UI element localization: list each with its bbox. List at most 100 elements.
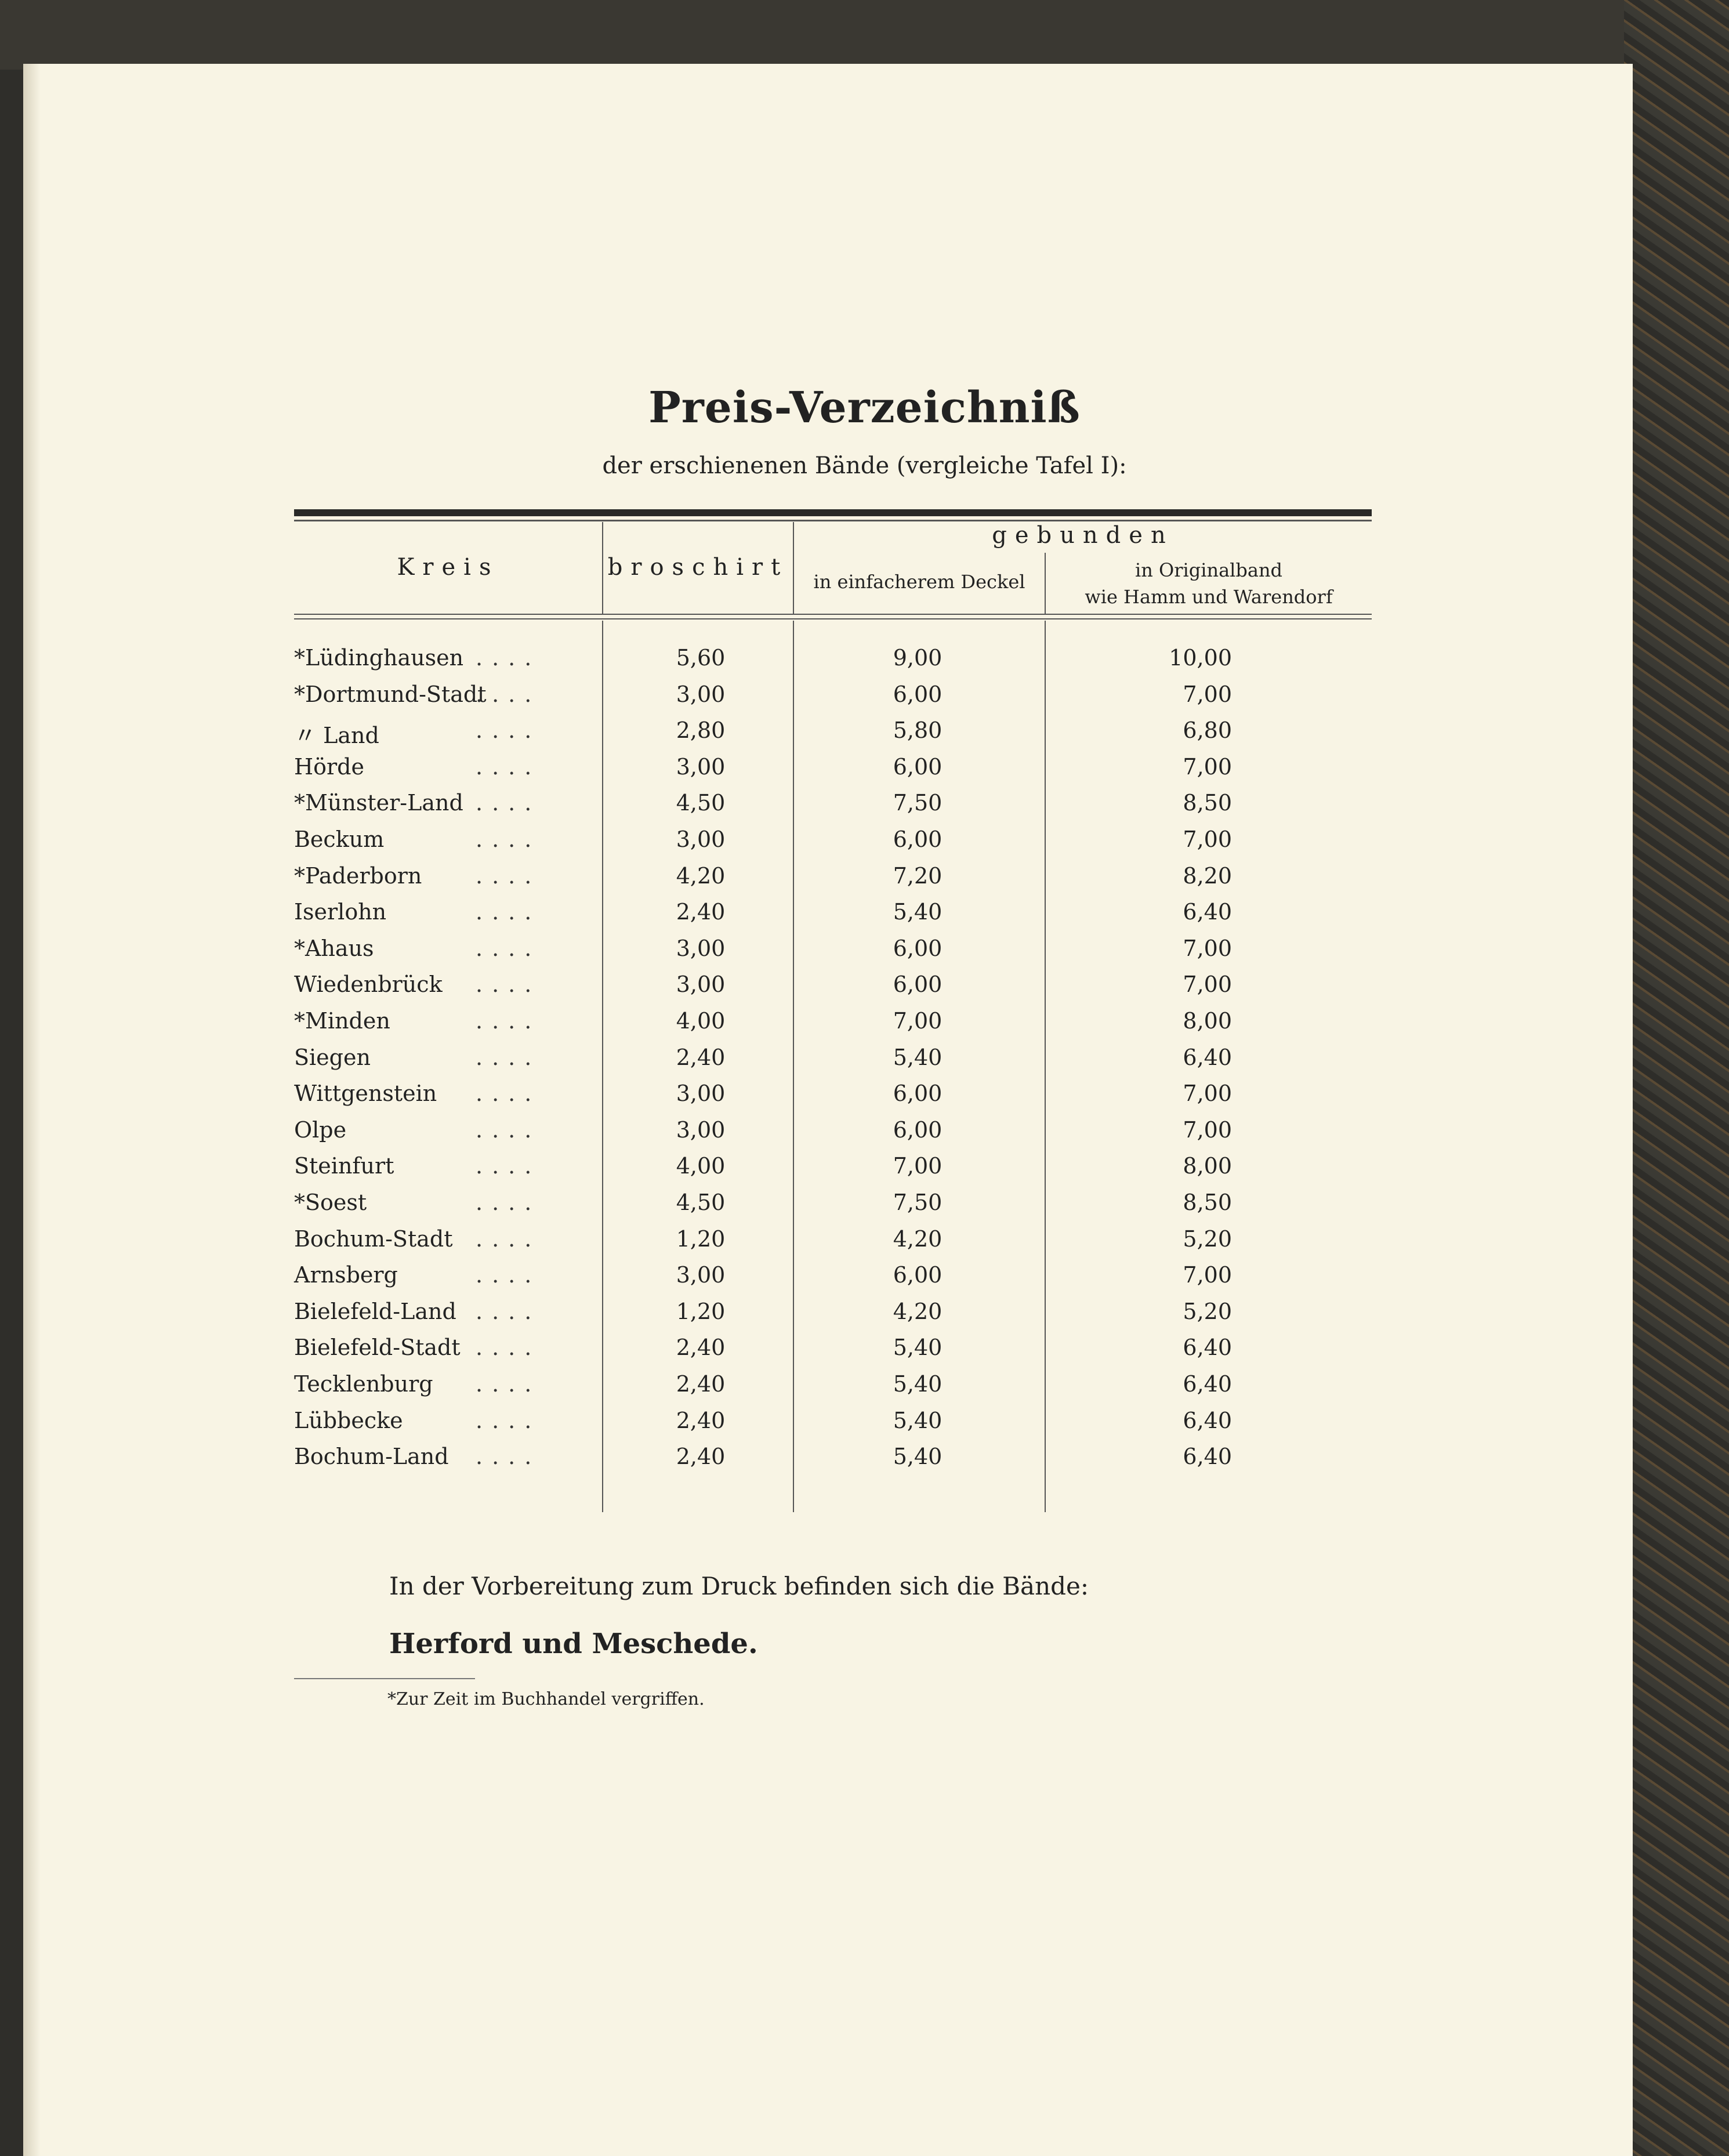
row-leader-dots: .... — [476, 1044, 541, 1070]
row-einfach: 4,20 — [893, 1226, 943, 1252]
row-broschirt: 2,40 — [676, 899, 726, 925]
row-einfach: 6,00 — [893, 1262, 943, 1288]
row-leader-dots: .... — [476, 1190, 541, 1215]
row-einfach: 7,20 — [893, 863, 943, 889]
row-kreis: Bielefeld-Stadt — [294, 1335, 461, 1361]
row-broschirt: 1,20 — [676, 1298, 726, 1324]
row-broschirt: 3,00 — [676, 972, 726, 998]
header-einfach: in einfacherem Deckel — [813, 571, 1025, 593]
row-einfach: 5,40 — [893, 1335, 943, 1361]
row-broschirt: 4,00 — [676, 1008, 726, 1034]
row-leader-dots: .... — [476, 863, 541, 889]
row-original: 7,00 — [1183, 681, 1232, 707]
row-broschirt: 3,00 — [676, 827, 726, 852]
row-original: 7,00 — [1183, 1081, 1232, 1107]
row-einfach: 6,00 — [893, 827, 943, 852]
row-kreis: *Lüdinghausen — [294, 645, 464, 671]
row-broschirt: 2,40 — [676, 1444, 726, 1470]
row-original: 6,80 — [1183, 718, 1232, 744]
row-original: 6,40 — [1183, 899, 1232, 925]
book-cover-top — [0, 0, 1729, 70]
row-leader-dots: .... — [476, 790, 541, 816]
row-broschirt: 3,00 — [676, 1262, 726, 1288]
row-einfach: 4,20 — [893, 1298, 943, 1324]
row-kreis: *Ahaus — [294, 935, 374, 961]
row-original: 8,20 — [1183, 863, 1232, 889]
header-divider — [793, 522, 794, 615]
column-divider — [602, 621, 603, 1512]
row-kreis: Wiedenbrück — [294, 972, 443, 998]
row-original: 5,20 — [1183, 1298, 1232, 1324]
table-top-rule — [294, 509, 1372, 516]
row-einfach: 9,00 — [893, 645, 943, 671]
row-original: 8,00 — [1183, 1153, 1232, 1179]
header-divider — [1045, 553, 1046, 615]
row-original: 8,50 — [1183, 790, 1232, 816]
row-broschirt: 3,00 — [676, 681, 726, 707]
row-leader-dots: .... — [476, 1444, 541, 1470]
row-kreis: Olpe — [294, 1117, 347, 1143]
column-divider — [793, 621, 794, 1512]
row-original: 6,40 — [1183, 1444, 1232, 1470]
row-broschirt: 2,40 — [676, 1371, 726, 1397]
header-original: in Originalband wie Hamm und Warendorf — [1046, 557, 1372, 610]
row-kreis: 〃 Land — [294, 723, 379, 749]
header-original-line1: in Originalband — [1134, 559, 1283, 581]
row-einfach: 5,40 — [893, 1371, 943, 1397]
spine-shadow — [23, 64, 41, 2156]
row-broschirt: 2,40 — [676, 1335, 726, 1361]
row-kreis: Hörde — [294, 753, 364, 780]
row-broschirt: 3,00 — [676, 753, 726, 780]
row-original: 7,00 — [1183, 753, 1232, 780]
preparation-note: In der Vorbereitung zum Druck befinden s… — [389, 1572, 1089, 1600]
row-leader-dots: .... — [476, 1262, 541, 1288]
row-leader-dots: .... — [476, 1081, 541, 1107]
row-kreis: Bielefeld-Land — [294, 1298, 456, 1324]
row-kreis: Tecklenburg — [294, 1371, 433, 1397]
book-cover-right — [1624, 0, 1729, 2156]
row-original: 7,00 — [1183, 1117, 1232, 1143]
row-broschirt: 5,60 — [676, 645, 726, 671]
row-einfach: 7,50 — [893, 1190, 943, 1215]
footnote-rule — [294, 1678, 475, 1679]
header-bottom-rule — [294, 614, 1372, 615]
page — [23, 64, 1633, 2156]
row-leader-dots: .... — [476, 681, 541, 707]
row-kreis: *Soest — [294, 1190, 367, 1215]
row-leader-dots: .... — [476, 718, 541, 744]
row-original: 6,40 — [1183, 1371, 1232, 1397]
row-broschirt: 2,80 — [676, 718, 726, 744]
row-kreis: *Münster-Land — [294, 790, 463, 816]
row-kreis: *Minden — [294, 1008, 390, 1034]
row-einfach: 5,40 — [893, 1444, 943, 1470]
row-einfach: 7,50 — [893, 790, 943, 816]
row-einfach: 7,00 — [893, 1153, 943, 1179]
row-kreis: Lübbecke — [294, 1407, 403, 1433]
row-einfach: 6,00 — [893, 1117, 943, 1143]
row-original: 7,00 — [1183, 935, 1232, 961]
row-leader-dots: .... — [476, 1371, 541, 1397]
row-broschirt: 4,50 — [676, 790, 726, 816]
row-einfach: 5,40 — [893, 1044, 943, 1070]
row-einfach: 6,00 — [893, 935, 943, 961]
row-original: 6,40 — [1183, 1335, 1232, 1361]
row-original: 7,00 — [1183, 1262, 1232, 1288]
row-broschirt: 2,40 — [676, 1044, 726, 1070]
column-divider — [1045, 621, 1046, 1512]
table-top-thin-rule — [294, 520, 1372, 521]
row-leader-dots: .... — [476, 1008, 541, 1034]
row-einfach: 5,40 — [893, 1407, 943, 1433]
header-divider — [602, 522, 603, 615]
row-kreis: Beckum — [294, 827, 385, 852]
header-original-line2: wie Hamm und Warendorf — [1085, 586, 1333, 608]
row-broschirt: 1,20 — [676, 1226, 726, 1252]
footnote: *Zur Zeit im Buchhandel vergriffen. — [387, 1689, 705, 1709]
row-leader-dots: .... — [476, 827, 541, 852]
row-kreis: *Dortmund-Stadt — [294, 681, 487, 707]
row-original: 5,20 — [1183, 1226, 1232, 1252]
row-leader-dots: .... — [476, 753, 541, 780]
row-broschirt: 3,00 — [676, 935, 726, 961]
row-broschirt: 4,50 — [676, 1190, 726, 1215]
row-kreis: Siegen — [294, 1044, 371, 1070]
row-einfach: 6,00 — [893, 1081, 943, 1107]
